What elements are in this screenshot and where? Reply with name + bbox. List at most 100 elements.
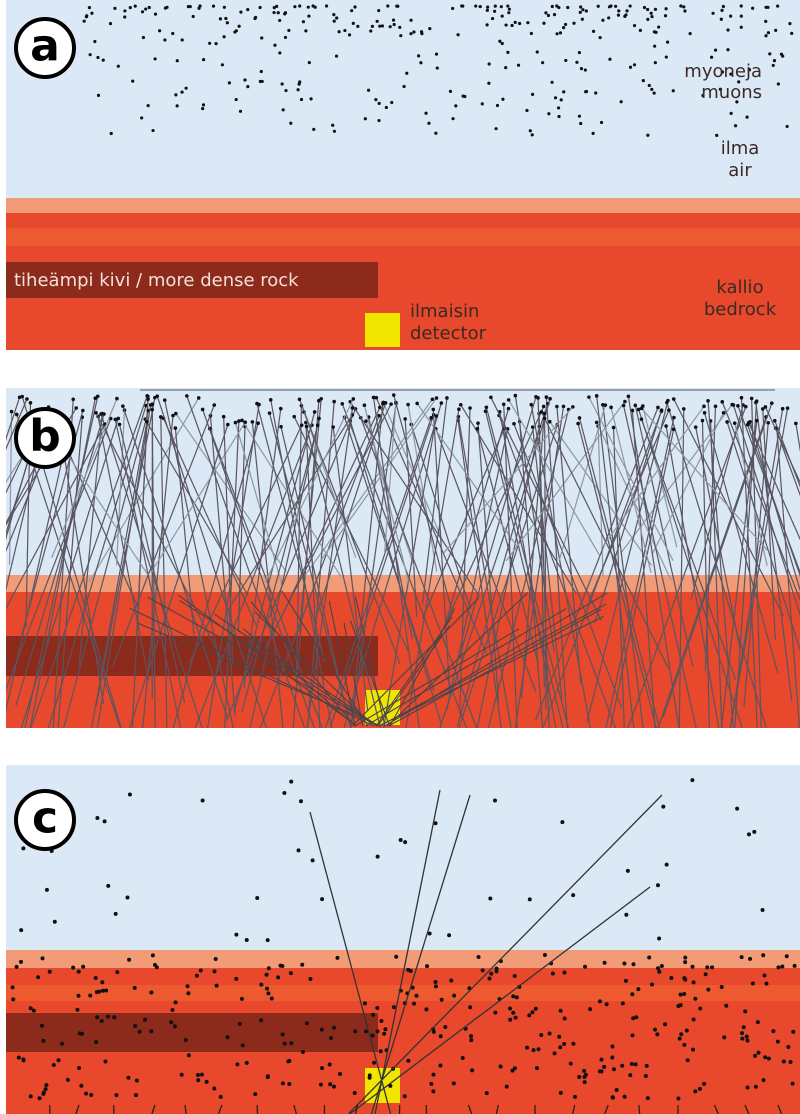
muon-dot	[419, 61, 422, 64]
muon-dot	[555, 405, 559, 409]
muon-dot	[755, 399, 759, 403]
muon-dot	[722, 5, 725, 8]
muon-dot	[353, 5, 356, 8]
muon-dot	[563, 1016, 567, 1020]
muon-dot	[686, 1058, 690, 1062]
muon-dot	[706, 988, 710, 992]
muon-dot	[720, 18, 723, 21]
muon-dot	[663, 1022, 667, 1026]
muon-dot	[150, 408, 154, 412]
muon-dot	[97, 990, 101, 994]
muon-dot	[103, 819, 107, 823]
muon-dot	[777, 82, 780, 85]
muon-dot	[176, 59, 179, 62]
muon-dot	[138, 1030, 142, 1034]
muon-dot	[640, 407, 644, 411]
muon-dot	[625, 9, 628, 12]
muon-dot	[201, 799, 205, 803]
muon-dot	[298, 397, 302, 401]
muon-dot	[382, 1032, 386, 1036]
muon-dot	[184, 87, 187, 90]
muon-dot	[112, 1015, 116, 1019]
muon-dot	[553, 1051, 557, 1055]
muon-dot	[666, 40, 669, 43]
muon-dot	[15, 413, 19, 417]
muon-dot	[514, 1016, 518, 1020]
muon-dot	[679, 4, 682, 7]
muon-dot	[720, 400, 724, 404]
muon-dot	[398, 26, 401, 29]
muon-dot	[511, 994, 515, 998]
muon-dot	[543, 953, 547, 957]
muon-dot	[296, 848, 300, 852]
muon-dot	[269, 398, 273, 402]
muon-dot	[29, 401, 33, 405]
muon-dot	[698, 1006, 702, 1010]
muon-dot	[776, 965, 780, 969]
muon-dot	[788, 22, 791, 25]
muon-dot	[201, 408, 205, 412]
muon-dot	[284, 36, 287, 39]
detector-en: detector	[410, 323, 487, 344]
muon-dot	[278, 19, 281, 22]
muon-dot	[260, 70, 263, 73]
muon-dot	[331, 124, 334, 127]
muon-dot	[645, 1064, 649, 1068]
muon-dot	[617, 13, 620, 16]
muon-dot	[449, 978, 453, 982]
muon-dot	[186, 991, 190, 995]
muon-dot	[202, 103, 205, 106]
muon-dot	[164, 7, 167, 10]
muon-dot	[543, 417, 547, 421]
muon-dot	[364, 1029, 368, 1033]
muon-dot	[378, 406, 382, 410]
muon-dot	[240, 419, 244, 423]
muon-dot	[493, 799, 497, 803]
muon-dot	[531, 133, 534, 136]
muon-dot	[588, 1007, 592, 1011]
muon-dot	[377, 414, 381, 418]
figure: myoneja muons ilma air tiheämpi kivi / m…	[0, 0, 800, 1114]
muon-dot	[790, 32, 793, 35]
muon-dot	[258, 6, 261, 9]
muon-dot	[602, 1065, 606, 1069]
muon-dot	[554, 96, 557, 99]
muon-dot	[125, 896, 129, 900]
muon-dot	[15, 965, 19, 969]
muon-dot	[333, 130, 336, 133]
muon-dot	[149, 990, 153, 994]
muon-dot	[496, 104, 499, 107]
muon-dot	[212, 5, 215, 8]
muon-dot	[208, 42, 211, 45]
muon-dot	[740, 1031, 744, 1035]
muon-dot	[174, 93, 177, 96]
muon-dot	[38, 1096, 42, 1100]
muon-dot	[592, 30, 595, 33]
muon-dot	[491, 17, 494, 20]
muon-dot	[29, 1006, 33, 1010]
muon-dot	[562, 1042, 566, 1046]
muon-dot	[653, 45, 656, 48]
muon-dot	[682, 976, 686, 980]
muon-dot	[577, 1075, 581, 1079]
muon-dot	[115, 397, 119, 401]
muon-dot	[406, 403, 410, 407]
muon-dot	[609, 406, 613, 410]
muon-dot	[259, 983, 263, 987]
air-en: air	[728, 160, 752, 181]
muon-dot	[582, 1069, 586, 1073]
muon-dot	[710, 965, 714, 969]
muon-dot	[560, 98, 563, 101]
muon-dot	[392, 1005, 396, 1009]
muon-dot	[587, 395, 591, 399]
muon-dot	[487, 82, 490, 85]
muon-dot	[298, 83, 301, 86]
panel-label: c	[32, 793, 58, 844]
muon-dot	[702, 1082, 706, 1086]
muon-dot	[452, 994, 456, 998]
muon-dot	[657, 936, 661, 940]
muon-dot	[431, 408, 435, 412]
muon-dot	[153, 963, 157, 967]
muon-dot	[335, 956, 339, 960]
muon-dot	[222, 415, 226, 419]
